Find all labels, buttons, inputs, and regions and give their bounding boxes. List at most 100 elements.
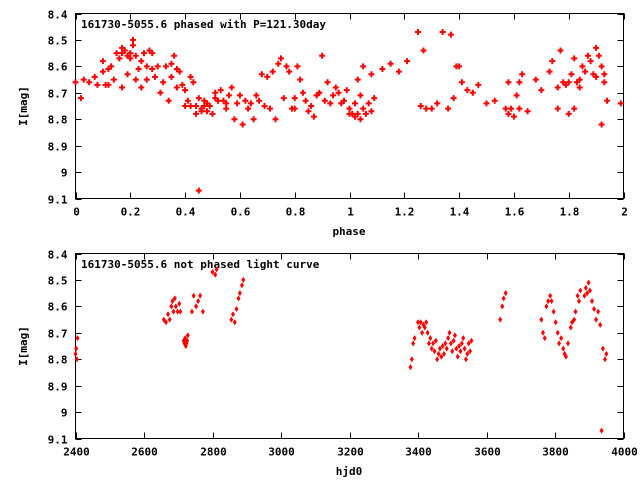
data-point [436,350,441,357]
data-point [313,92,320,99]
data-point [319,52,326,59]
data-point [593,44,600,51]
data-point [74,356,79,363]
data-point [130,36,137,43]
y-tick-label: 8.8 [48,354,68,367]
data-point [132,76,139,83]
x-tick-label: 4000 [611,446,638,459]
data-point [189,308,194,315]
data-point [185,337,190,344]
data-point [278,55,284,62]
data-point [272,116,279,123]
data-point [542,335,547,342]
data-point [365,100,372,107]
data-point [458,79,465,86]
data-point [560,79,567,86]
x-tick-label: 2400 [63,446,90,459]
data-point [433,337,438,344]
data-point [617,100,624,107]
data-point [589,298,594,305]
data-point [177,300,182,307]
data-point [119,50,126,57]
data-point [462,345,467,352]
data-point [178,308,183,315]
data-point [283,63,290,70]
data-point [549,58,556,65]
data-point [99,58,106,65]
data-point [429,345,434,352]
data-point [173,84,180,91]
data-point [324,79,331,86]
data-point [573,308,578,315]
unphased-light-curve-panel: 2400 2600 2800 3000 3200 3400 3600 3800 4000 8.4… [17,249,638,479]
data-point [214,266,219,273]
data-point [435,356,440,363]
data-point [447,329,452,336]
y-tick-label: 8.9 [48,141,68,154]
data-point [108,63,115,70]
data-point [127,55,134,62]
x-tick-label: 1.2 [395,206,415,219]
data-point [387,60,394,67]
data-point [151,73,158,80]
data-point [182,103,189,109]
data-point [171,308,176,315]
data-point [455,353,460,360]
y-tick-label: 8.7 [48,328,68,341]
data-point [604,350,609,357]
data-point [360,63,367,70]
data-point [415,29,421,35]
data-point [468,348,473,355]
data-point [379,66,386,72]
data-point [500,303,505,310]
data-point [105,66,112,72]
data-point [443,340,448,347]
x-tick-label: 1.6 [505,206,525,219]
data-point [357,116,364,123]
data-point [423,105,430,112]
data-point [411,340,416,347]
data-point [585,290,590,297]
data-point [593,73,600,80]
data-point [213,271,218,278]
data-point [469,337,474,344]
data-point [220,97,227,104]
data-point [595,52,602,59]
data-point [217,87,224,94]
data-point [77,95,84,102]
data-point [351,113,358,120]
y-tick-label: 8.5 [48,275,68,288]
data-point [343,87,350,94]
data-point [294,63,301,70]
data-point [135,66,142,72]
data-point [565,79,572,86]
data-point [204,108,211,115]
data-point [461,335,466,342]
data-point [465,350,470,357]
data-point [426,340,431,347]
data-point [338,100,345,107]
data-point [563,353,568,360]
data-point [168,60,175,67]
data-point [524,108,531,115]
data-points [72,29,624,194]
data-point [501,295,506,302]
data-point [448,340,453,347]
data-point [357,92,364,99]
x-tick-label: 3200 [337,446,364,459]
data-point [516,79,523,86]
x-tick-labels: 2400 2600 2800 3000 3200 3400 3600 3800 4000 [63,446,638,459]
x-tick-label: 0 [73,206,80,219]
data-point [516,105,523,112]
data-point [187,73,194,80]
data-point [214,97,221,104]
data-point [592,306,597,312]
data-point [568,71,575,78]
data-point [330,92,337,99]
data-point [149,50,156,57]
data-point [513,92,520,99]
data-point [498,316,503,323]
data-point [195,187,202,194]
data-point [110,76,117,83]
